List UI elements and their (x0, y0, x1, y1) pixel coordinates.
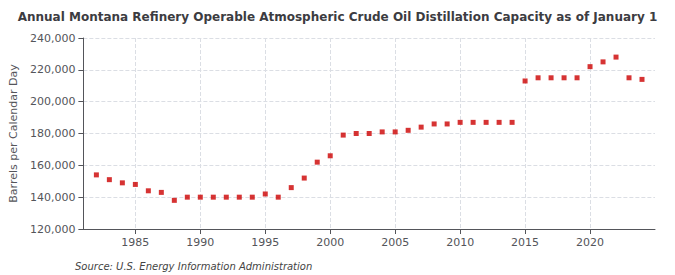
svg-text:140,000: 140,000 (30, 191, 76, 204)
svg-text:180,000: 180,000 (30, 127, 76, 140)
svg-text:Annual Montana Refinery Operab: Annual Montana Refinery Operable Atmosph… (18, 10, 658, 24)
svg-text:2015: 2015 (511, 236, 539, 249)
svg-text:Barrels per Calendar Day: Barrels per Calendar Day (7, 64, 20, 203)
svg-text:120,000: 120,000 (30, 223, 76, 236)
svg-text:2005: 2005 (381, 236, 409, 249)
svg-text:1995: 1995 (251, 236, 279, 249)
svg-text:1985: 1985 (121, 236, 149, 249)
svg-text:220,000: 220,000 (30, 63, 76, 76)
svg-text:Source: U.S. Energy Informatio: Source: U.S. Energy Information Administ… (75, 261, 312, 272)
svg-text:2000: 2000 (316, 236, 344, 249)
svg-text:1990: 1990 (186, 236, 214, 249)
svg-text:160,000: 160,000 (30, 159, 76, 172)
svg-text:2010: 2010 (446, 236, 474, 249)
svg-text:240,000: 240,000 (30, 32, 76, 45)
svg-text:2020: 2020 (576, 236, 604, 249)
svg-text:200,000: 200,000 (30, 95, 76, 108)
